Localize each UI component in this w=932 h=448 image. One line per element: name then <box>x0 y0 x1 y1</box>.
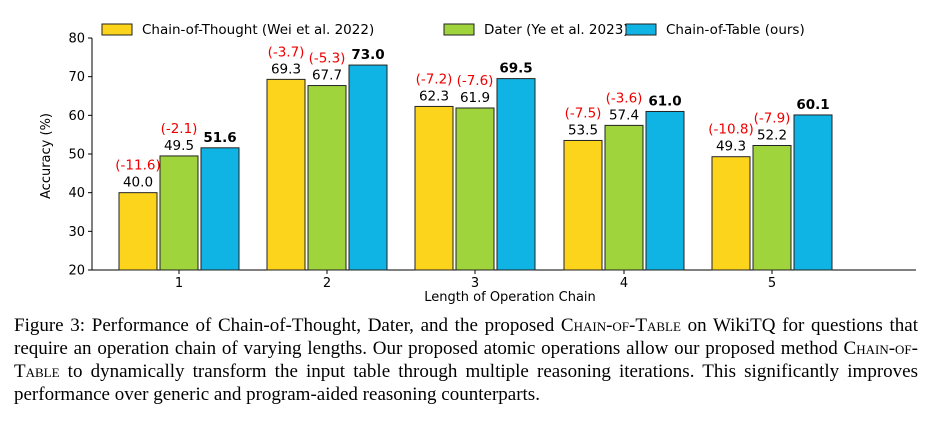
x-tick-label: 1 <box>175 276 183 291</box>
caption-middle: on WikiTQ for questions that require an … <box>14 315 918 359</box>
data-label: 69.5 <box>499 61 532 77</box>
y-axis-title: Accuracy (%) <box>39 113 54 199</box>
bar-3 <box>348 64 388 271</box>
bar-3 <box>200 147 240 271</box>
diff-label: (-2.1) <box>161 121 198 137</box>
y-tick-label: 60 <box>68 109 85 124</box>
bar-3 <box>496 78 536 271</box>
legend-label-3: Chain-of-Table (ours) <box>666 22 805 38</box>
bar-1 <box>711 156 751 271</box>
caption-prefix: Figure 3: Performance of Chain-of-Though… <box>14 315 561 336</box>
data-label: 57.4 <box>609 107 639 123</box>
diff-label: (-3.7) <box>268 44 305 60</box>
diff-label: (-7.6) <box>457 73 494 89</box>
legend-swatch-2 <box>443 23 475 36</box>
legend-swatch-1 <box>101 23 133 36</box>
diff-label: (-5.3) <box>309 51 346 67</box>
bar-1 <box>414 105 454 271</box>
x-tick-label: 2 <box>323 276 331 291</box>
y-tick-label: 50 <box>68 148 85 163</box>
bar-2 <box>455 107 495 271</box>
bar-1 <box>118 192 158 271</box>
data-label: 49.5 <box>164 138 194 154</box>
caption-suffix: to dynamically transform the input table… <box>14 361 918 405</box>
legend-swatch-3 <box>625 23 657 36</box>
data-label: 62.3 <box>419 88 449 104</box>
data-label: 69.3 <box>271 61 301 77</box>
diff-label: (-7.9) <box>754 110 791 126</box>
bar-chart: 20 30 40 50 60 70 80 Accuracy (%) 1 40.0 (-11.6) 49… <box>39 22 916 305</box>
data-label: 52.2 <box>757 127 787 143</box>
x-tick-label: 4 <box>620 276 628 291</box>
y-tick-label: 80 <box>68 32 85 47</box>
bar-3 <box>645 110 685 271</box>
caption-method-name-2: Chain-of-Table <box>14 338 918 382</box>
bar-2 <box>159 155 199 271</box>
data-label: 51.6 <box>203 130 236 146</box>
diff-label: (-7.5) <box>565 105 602 121</box>
data-label: 61.0 <box>648 93 681 109</box>
diff-label: (-7.2) <box>416 71 453 87</box>
data-label: 49.3 <box>716 139 746 155</box>
x-axis-title: Length of Operation Chain <box>424 290 596 305</box>
diff-label: (-11.6) <box>115 158 160 174</box>
legend-label-1: Chain-of-Thought (Wei et al. 2022) <box>142 22 374 38</box>
data-label: 61.9 <box>460 90 490 106</box>
bar-2 <box>307 85 347 271</box>
diff-label: (-10.8) <box>708 122 753 138</box>
y-tick-label: 30 <box>68 225 85 240</box>
data-label: 40.0 <box>123 175 153 191</box>
data-label: 73.0 <box>351 47 384 63</box>
y-tick-label: 40 <box>68 186 85 201</box>
bar-3 <box>793 114 833 271</box>
data-label: 67.7 <box>312 68 342 84</box>
x-tick-label: 5 <box>768 276 776 291</box>
diff-label: (-3.6) <box>606 90 643 106</box>
data-label: 53.5 <box>568 122 598 138</box>
caption-method-name: Chain-of-Table <box>560 315 681 336</box>
data-label: 60.1 <box>796 97 829 113</box>
bar-1 <box>266 78 306 271</box>
y-tick-label: 20 <box>68 264 85 279</box>
bar-1 <box>563 139 603 271</box>
x-tick-label: 3 <box>471 276 479 291</box>
bar-2 <box>604 124 644 271</box>
legend-label-2: Dater (Ye et al. 2023) <box>484 22 629 38</box>
bar-2 <box>752 144 792 271</box>
y-tick-label: 70 <box>68 70 85 85</box>
figure-caption: Figure 3: Performance of Chain-of-Though… <box>14 314 918 406</box>
